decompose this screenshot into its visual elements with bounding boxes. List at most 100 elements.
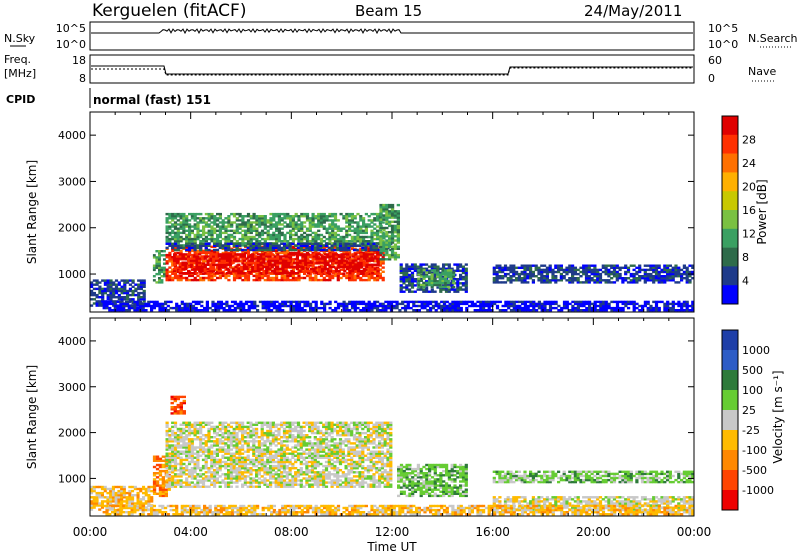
scatter-cell bbox=[444, 288, 449, 291]
scatter-cell bbox=[438, 279, 442, 282]
scatter-cell bbox=[179, 485, 183, 488]
scatter-cell bbox=[342, 244, 346, 247]
scatter-cell bbox=[280, 223, 284, 226]
scatter-cell bbox=[660, 270, 664, 274]
scatter-cell bbox=[390, 245, 395, 248]
scatter-cell bbox=[176, 436, 180, 439]
scatter-cell bbox=[376, 259, 380, 262]
scatter-cell bbox=[286, 242, 290, 245]
scatter-cell bbox=[116, 304, 120, 308]
scatter-cell bbox=[171, 434, 175, 437]
scatter-cell bbox=[161, 480, 165, 483]
scatter-cell bbox=[259, 257, 263, 260]
scatter-cell bbox=[390, 235, 395, 238]
scatter-cell bbox=[269, 237, 273, 241]
scatter-cell bbox=[607, 304, 611, 308]
scatter-cell bbox=[126, 298, 130, 301]
scatter-cell bbox=[137, 279, 141, 282]
scatter-cell bbox=[362, 244, 366, 247]
scatter-cell bbox=[654, 268, 659, 272]
scatter-cell bbox=[671, 277, 675, 280]
scatter-cell bbox=[405, 284, 409, 287]
scatter-cell bbox=[263, 248, 267, 252]
scatter-cell bbox=[196, 231, 200, 235]
scatter-cell bbox=[615, 275, 619, 278]
scatter-cell bbox=[571, 309, 575, 312]
scatter-cell bbox=[207, 274, 211, 278]
scatter-cell bbox=[308, 248, 312, 252]
scatter-cell bbox=[92, 291, 96, 295]
scatter-cell bbox=[171, 469, 175, 472]
scatter-cell bbox=[259, 265, 263, 269]
scatter-cell bbox=[434, 309, 438, 312]
scatter-cell bbox=[168, 251, 172, 255]
scatter-cell bbox=[242, 259, 246, 262]
scatter-cell bbox=[127, 304, 131, 308]
scatter-cell bbox=[190, 274, 194, 278]
scatter-cell bbox=[175, 261, 179, 264]
scatter-cell bbox=[368, 253, 372, 256]
scatter-cell bbox=[147, 487, 151, 491]
scatter-cell bbox=[106, 298, 110, 301]
scatter-cell bbox=[523, 264, 527, 267]
scatter-cell bbox=[291, 223, 295, 226]
scatter-cell bbox=[137, 304, 141, 307]
scatter-cell bbox=[244, 221, 248, 224]
scatter-cell bbox=[305, 258, 310, 261]
scatter-cell bbox=[509, 309, 514, 312]
scatter-cell bbox=[540, 272, 544, 276]
scatter-cell bbox=[395, 304, 399, 308]
scatter-cell bbox=[218, 235, 222, 239]
scatter-cell bbox=[332, 261, 336, 264]
scatter-cell bbox=[211, 304, 215, 308]
scatter-cell bbox=[512, 304, 516, 308]
scatter-cell bbox=[657, 266, 661, 269]
scatter-cell bbox=[373, 212, 377, 216]
scatter-cell bbox=[322, 270, 326, 273]
scatter-cell bbox=[430, 265, 434, 268]
scatter-cell bbox=[576, 309, 580, 312]
scatter-cell bbox=[277, 217, 281, 220]
scatter-cell bbox=[654, 266, 659, 269]
scatter-cell bbox=[362, 235, 366, 239]
scatter-cell bbox=[155, 472, 160, 475]
scatter-cell bbox=[385, 214, 389, 217]
scatter-cell bbox=[246, 221, 251, 224]
scatter-cell bbox=[612, 281, 617, 284]
scatter-cell bbox=[274, 246, 278, 250]
scatter-cell bbox=[387, 306, 391, 310]
scatter-cell bbox=[319, 223, 324, 226]
scatter-cell bbox=[441, 285, 445, 289]
scatter-cell bbox=[437, 304, 441, 308]
scatter-cell bbox=[509, 300, 514, 304]
scatter-cell bbox=[370, 221, 374, 224]
scatter-cell bbox=[336, 276, 340, 280]
scatter-cell bbox=[442, 284, 446, 287]
scatter-cell bbox=[663, 304, 667, 308]
scatter-cell bbox=[393, 253, 398, 257]
scatter-cell bbox=[385, 249, 389, 253]
scatter-cell bbox=[249, 242, 253, 245]
scatter-cell bbox=[202, 260, 206, 263]
scatter-cell bbox=[512, 279, 516, 282]
scatter-cell bbox=[303, 266, 307, 269]
scatter-cell bbox=[517, 272, 521, 276]
scatter-cell bbox=[643, 302, 647, 306]
scatter-cell bbox=[246, 212, 251, 216]
scatter-cell bbox=[587, 264, 591, 267]
scatter-cell bbox=[688, 264, 692, 267]
scatter-cell bbox=[430, 267, 434, 270]
scatter-cell bbox=[325, 227, 329, 230]
scatter-cell bbox=[354, 269, 358, 273]
scatter-cell bbox=[202, 264, 206, 267]
scatter-cell bbox=[618, 306, 622, 310]
scatter-cell bbox=[359, 253, 364, 256]
scatter-cell bbox=[142, 485, 146, 489]
scatter-cell bbox=[302, 242, 306, 245]
scatter-cell bbox=[441, 273, 445, 276]
scatter-cell bbox=[136, 504, 140, 507]
scatter-cell bbox=[515, 266, 519, 269]
scatter-cell bbox=[408, 280, 412, 283]
scatter-cell bbox=[551, 272, 555, 276]
scatter-cell bbox=[562, 268, 566, 272]
